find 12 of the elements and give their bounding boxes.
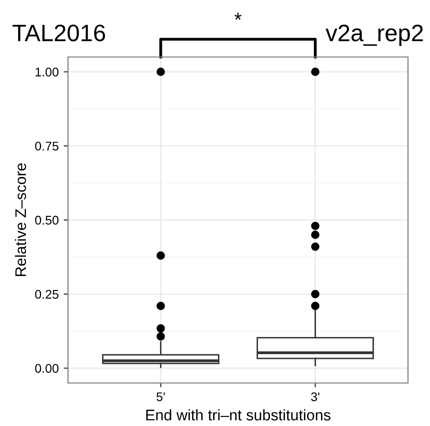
chart-title: TAL2016 [12, 24, 106, 42]
y-tick-label: 0.50 [35, 216, 58, 225]
x-tick-label: 5' [156, 392, 165, 402]
y-axis-title: Relative Z–score [14, 163, 26, 276]
y-tick-label: 1.00 [36, 68, 58, 76]
y-tick-label: 0.75 [35, 142, 58, 151]
y-tick-label: 0.00 [35, 364, 58, 373]
chart-subtitle: v2a_rep2 [326, 24, 423, 46]
y-tick-label: 0.25 [35, 290, 58, 299]
x-tick-label: 3' [311, 392, 320, 402]
text: * [234, 12, 242, 20]
x-axis-title: End with tri–nt substitutions [146, 409, 330, 420]
